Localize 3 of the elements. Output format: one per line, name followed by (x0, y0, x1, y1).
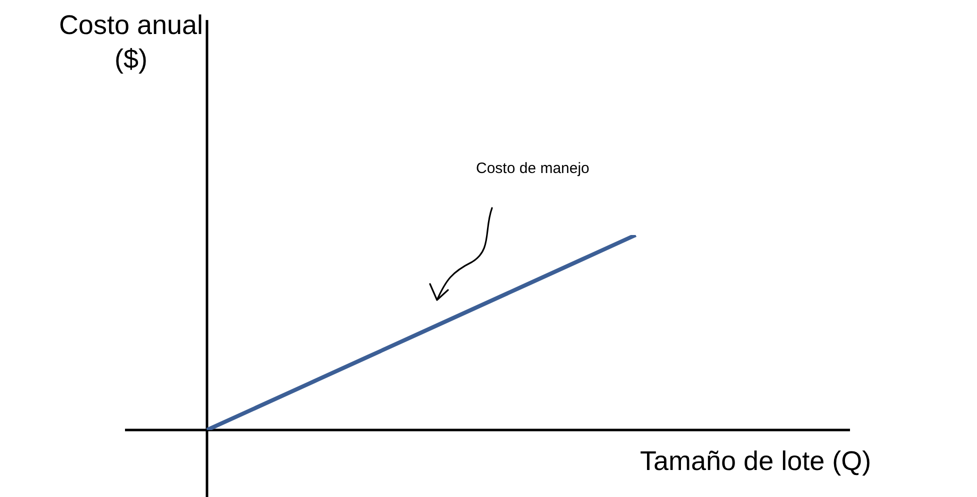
text: Costo de manejo (476, 160, 590, 177)
text: Costo anual ($) (58, 9, 204, 76)
x-axis-title: Tamaño de lote (Q) (640, 446, 872, 477)
